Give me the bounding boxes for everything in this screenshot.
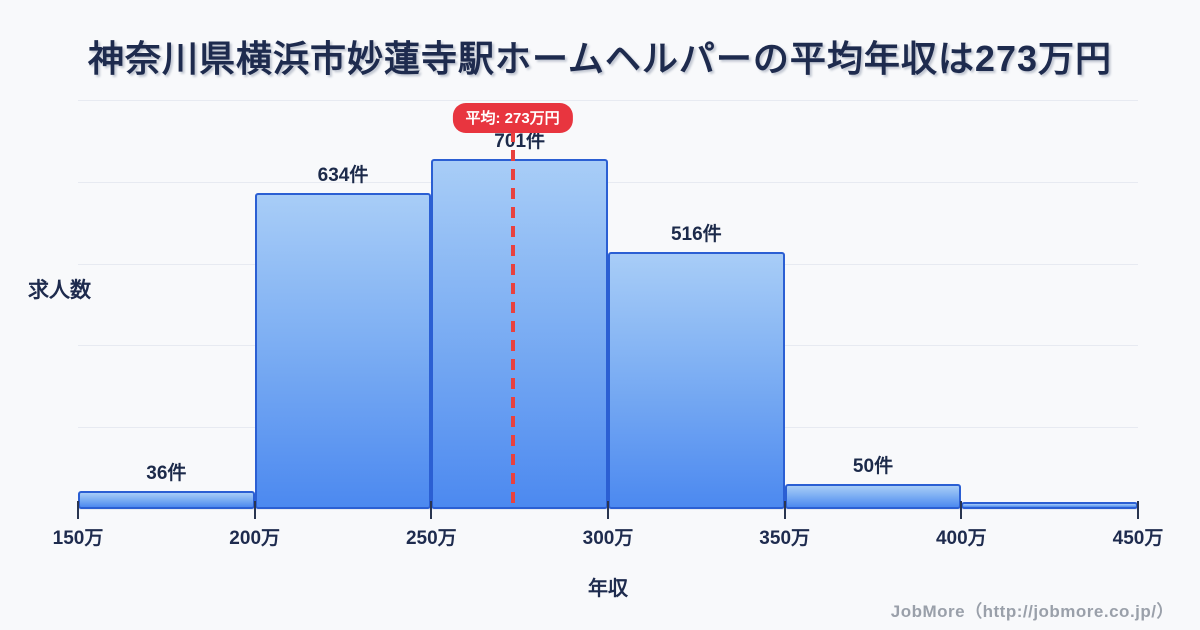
x-axis-tick <box>253 501 256 519</box>
x-axis-tick <box>783 501 786 519</box>
x-axis-tick <box>1137 501 1139 519</box>
x-axis-label: 年収 <box>588 578 628 600</box>
x-tick-label: 250万 <box>405 528 457 549</box>
histogram-bar <box>961 502 1138 509</box>
histogram-bar <box>784 484 962 509</box>
footer-credit: JobMore（http://jobmore.co.jp/） <box>890 602 1174 621</box>
mean-dashed-line <box>510 131 515 509</box>
x-tick-label: 300万 <box>582 528 634 549</box>
chart-title: 神奈川県横浜市妙蓮寺駅ホームヘルパーの平均年収は273万円 <box>88 38 1112 79</box>
x-tick-label: 200万 <box>229 528 281 549</box>
x-axis-tick <box>430 501 433 519</box>
x-tick-label: 400万 <box>935 528 987 549</box>
bar-count-label: 516件 <box>670 223 722 245</box>
x-axis-tick <box>960 501 963 519</box>
x-tick-label: 450万 <box>1112 528 1164 549</box>
x-axis-tick <box>607 501 609 519</box>
bar-count-label: 634件 <box>317 164 369 186</box>
bar-count-label: 701件 <box>494 131 546 153</box>
histogram-bar <box>78 491 255 509</box>
x-tick-label: 350万 <box>759 528 811 549</box>
bar-count-label: 36件 <box>146 463 187 485</box>
x-tick-label: 150万 <box>52 528 104 549</box>
x-axis-tick <box>77 501 79 519</box>
histogram-bar <box>608 251 785 509</box>
histogram-bar <box>431 159 608 509</box>
gridline <box>78 100 1138 101</box>
bar-count-label: 50件 <box>852 456 894 478</box>
gridline <box>78 181 1138 183</box>
y-axis-label: 求人数 <box>28 279 91 302</box>
histogram-bar <box>254 192 432 509</box>
mean-badge: 平均: 273万円 <box>452 103 573 133</box>
